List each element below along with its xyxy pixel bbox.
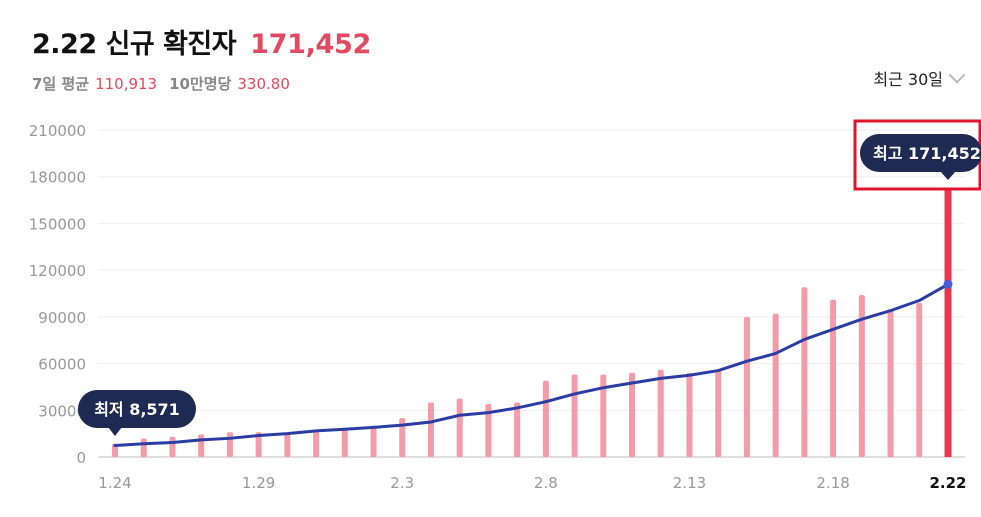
max-badge — [860, 134, 981, 172]
period-label: 최근 30일 — [873, 70, 943, 89]
x-tick-label: 2.3 — [390, 474, 414, 492]
max-badge-pointer — [940, 171, 956, 180]
bar — [887, 309, 894, 457]
min-badge — [78, 390, 196, 428]
bar — [571, 374, 578, 457]
bar — [399, 418, 406, 457]
min-badge-text: 최저 8,571 — [94, 400, 180, 419]
min-label: 최저 — [94, 400, 129, 419]
bar — [830, 299, 837, 457]
bar — [686, 372, 693, 457]
y-tick-label: 90000 — [38, 309, 86, 327]
y-tick-label: 30000 — [38, 402, 86, 420]
avg-label: 7일 평균 — [32, 75, 90, 93]
bar — [341, 428, 348, 457]
bar — [255, 432, 262, 457]
y-tick-label: 210000 — [29, 122, 86, 140]
x-tick-label: 1.29 — [242, 474, 275, 492]
bar — [743, 316, 750, 457]
x-tick-label: 2.18 — [816, 474, 849, 492]
y-tick-label: 120000 — [29, 262, 86, 280]
bar — [801, 287, 808, 457]
bar — [226, 432, 233, 457]
avg-line — [113, 282, 950, 447]
bar — [140, 438, 147, 457]
bar — [772, 313, 779, 457]
bar — [370, 425, 377, 457]
bar — [600, 374, 607, 457]
bar — [456, 398, 463, 457]
period-dropdown[interactable]: 최근 30일 — [873, 66, 966, 90]
bar — [715, 369, 722, 457]
max-badge-text: 최고 171,452 — [873, 144, 981, 163]
bar — [514, 402, 521, 457]
bar — [198, 434, 205, 457]
bar — [629, 372, 636, 457]
bar — [313, 429, 320, 457]
y-tick-label: 150000 — [29, 215, 86, 233]
stats-row: 7일 평균 110,913 10만명당 330.80 — [32, 73, 371, 94]
page-title: 2.22 신규 확진자 — [32, 29, 237, 60]
x-tick-label: 2.13 — [673, 474, 706, 492]
y-tick-label: 180000 — [29, 169, 86, 187]
bar — [542, 380, 549, 457]
min-badge-pointer — [108, 427, 122, 436]
bar — [169, 436, 176, 457]
x-tick-label: 2.22 — [929, 474, 966, 492]
bar — [916, 302, 923, 457]
bar — [858, 295, 865, 457]
y-tick-label: 0 — [76, 449, 86, 467]
min-value: 8,571 — [129, 400, 180, 419]
header: 2.22 신규 확진자 171,452 7일 평균 110,913 10만명당 … — [32, 22, 371, 94]
bar — [284, 434, 291, 457]
avg-value: 110,913 — [95, 75, 158, 93]
max-label: 최고 — [873, 144, 908, 163]
new-cases-value: 171,452 — [250, 29, 372, 60]
per100k-value: 330.80 — [237, 75, 290, 93]
bar — [485, 404, 492, 457]
per100k-label: 10만명당 — [169, 75, 232, 93]
y-tick-label: 60000 — [38, 356, 86, 374]
bar — [944, 190, 952, 457]
max-value: 171,452 — [908, 144, 981, 163]
title-row: 2.22 신규 확진자 171,452 — [32, 22, 371, 61]
bar — [112, 443, 118, 457]
avg-line-end-point — [943, 279, 953, 289]
x-tick-label: 1.24 — [98, 474, 131, 492]
bar — [427, 402, 434, 457]
bar — [657, 369, 664, 457]
x-tick-label: 2.8 — [534, 474, 558, 492]
